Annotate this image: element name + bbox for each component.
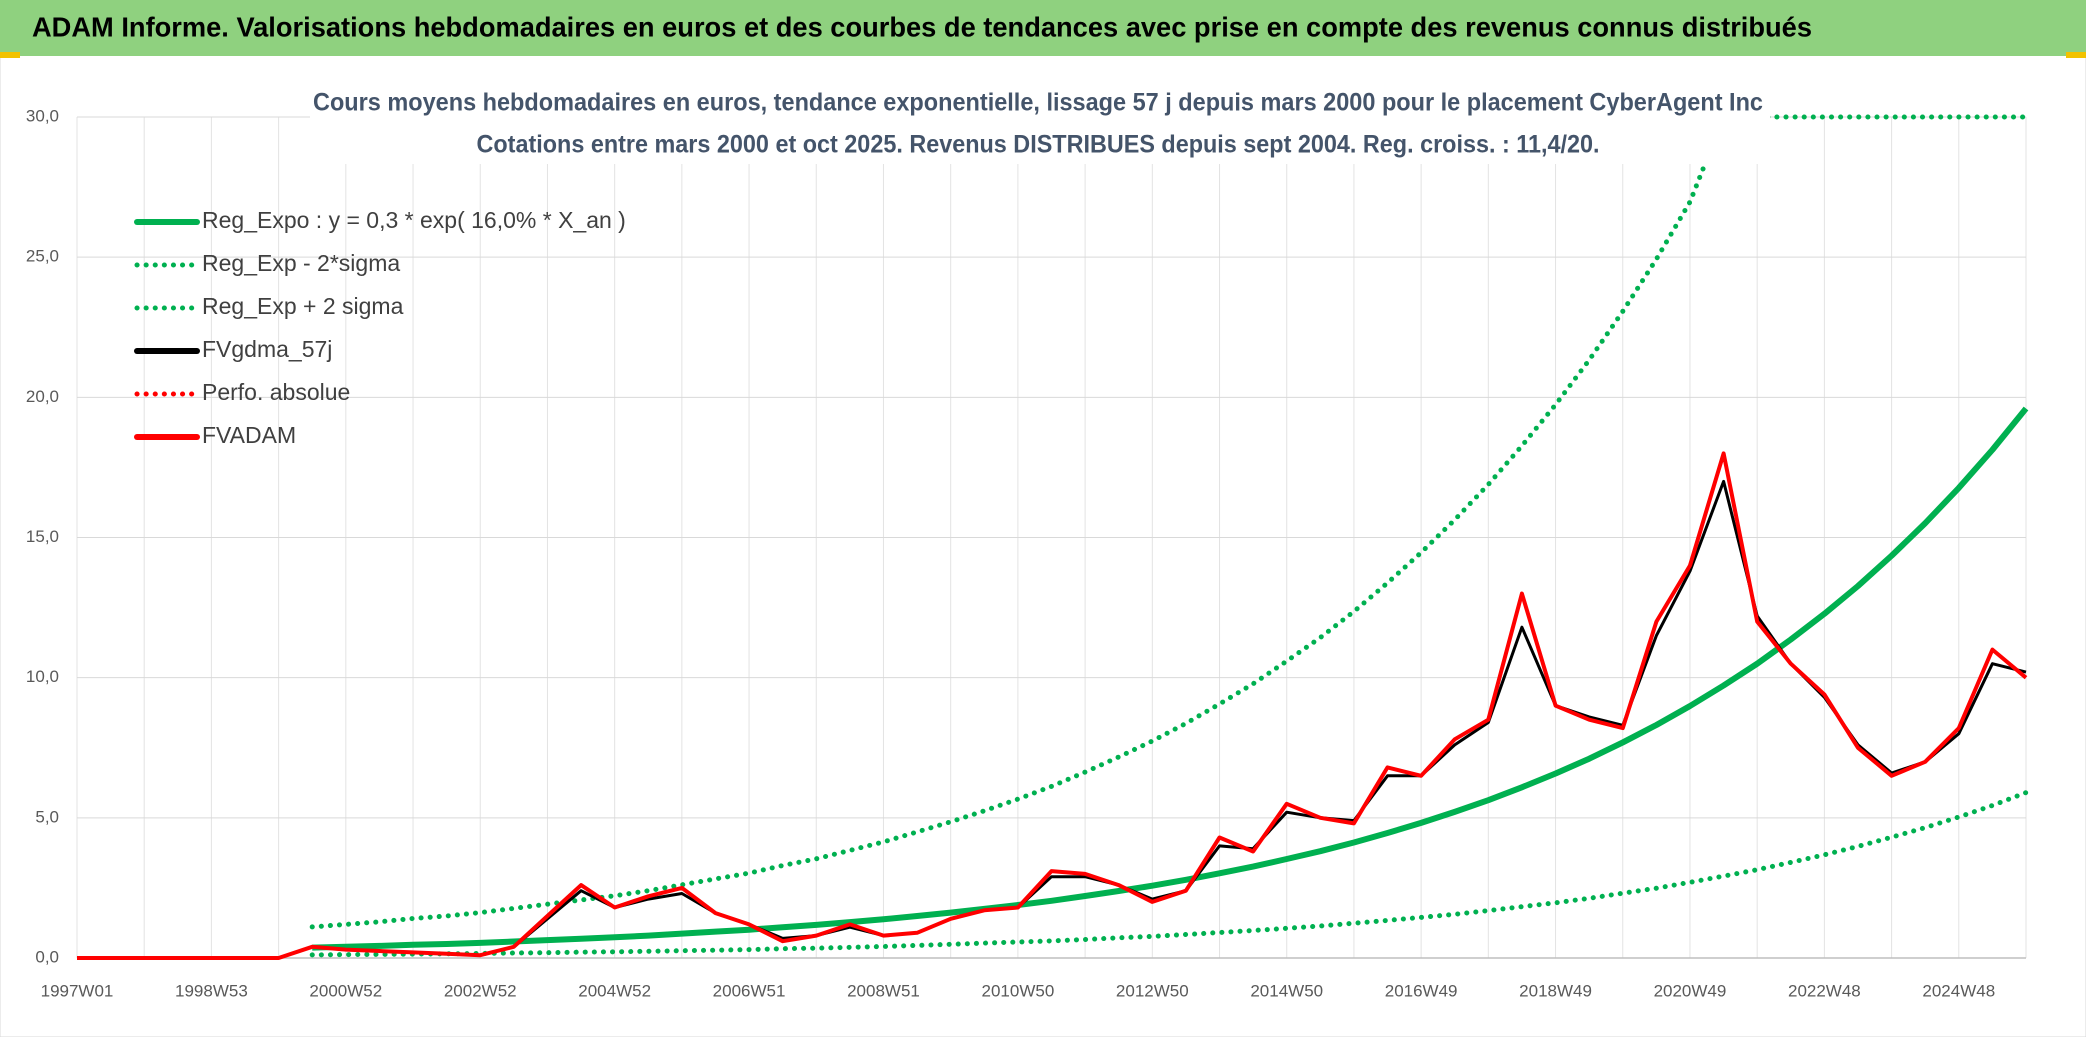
x-tick-label: 2012W50 (1116, 981, 1189, 1000)
chart-subtitle: Cotations entre mars 2000 et oct 2025. R… (477, 131, 1600, 159)
corner (0, 52, 20, 58)
series-line (309, 790, 2029, 958)
x-tick-label: 2008W51 (847, 981, 920, 1000)
y-tick-label: 25,0 (26, 247, 59, 266)
y-tick-label: 20,0 (26, 387, 59, 406)
x-tick-label: 2006W51 (713, 981, 786, 1000)
y-tick-label: 10,0 (26, 667, 59, 686)
y-tick-label: 0,0 (35, 947, 59, 966)
legend: Reg_Expo : y = 0,3 * exp( 16,0% * X_an )… (134, 207, 626, 448)
legend-label: FVgdma_57j (202, 336, 332, 362)
y-tick-label: 5,0 (35, 807, 59, 826)
x-tick-label: 2000W52 (309, 981, 382, 1000)
legend-label: Reg_Exp - 2*sigma (202, 250, 400, 276)
series-line (77, 451, 2028, 960)
legend-label: FVADAM (202, 422, 296, 448)
series-line (312, 406, 2029, 951)
x-tick-label: 1998W53 (175, 981, 248, 1000)
y-tick-label: 15,0 (26, 527, 59, 546)
x-tick-label: 1997W01 (41, 981, 114, 1000)
chart-subtitle: Cours moyens hebdomadaires en euros, ten… (313, 89, 1763, 117)
x-tick-label: 2020W49 (1654, 981, 1727, 1000)
chart-title: ADAM Informe. Valorisations hebdomadaire… (32, 11, 1812, 42)
plot-area: 1997W01 1998W53 2000W52 2002W52 2004W52 2006W… (26, 106, 2029, 1000)
x-tick-label: 2022W48 (1788, 981, 1861, 1000)
x-tick-label: 2002W52 (444, 981, 517, 1000)
x-tick-label: 2018W49 (1519, 981, 1592, 1000)
x-tick-label: 2014W50 (1250, 981, 1323, 1000)
x-tick-label: 2016W49 (1385, 981, 1458, 1000)
x-tick-label: 2010W50 (982, 981, 1055, 1000)
title-bar (0, 0, 2086, 56)
y-tick-label: 30,0 (26, 106, 59, 125)
legend-label: Reg_Exp + 2 sigma (202, 293, 404, 319)
corner (2066, 52, 2086, 58)
legend-label: Perfo. absolue (202, 379, 350, 405)
legend-label: Reg_Expo : y = 0,3 * exp( 16,0% * X_an ) (202, 207, 626, 233)
x-tick-label: 2004W52 (578, 981, 651, 1000)
subtitle-box (310, 84, 1770, 164)
x-tick-label: 2024W48 (1922, 981, 1995, 1000)
